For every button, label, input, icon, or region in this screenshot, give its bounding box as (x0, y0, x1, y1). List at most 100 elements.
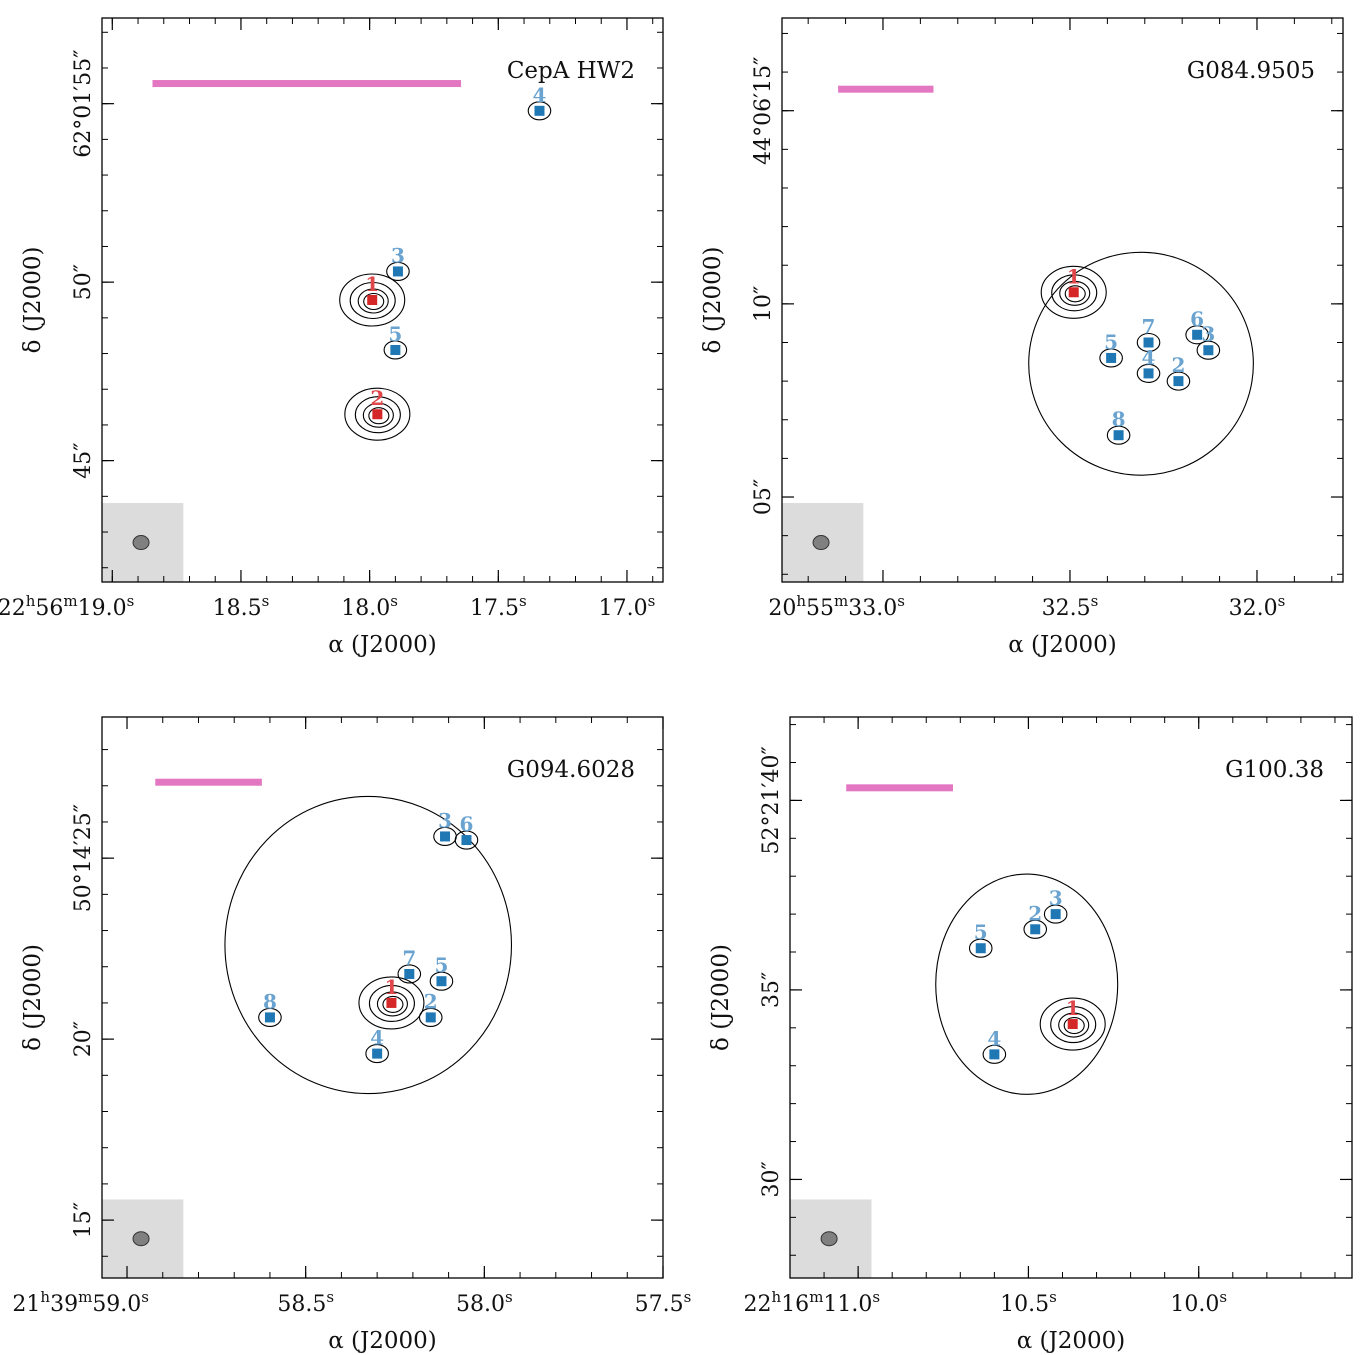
x-tick-label: 20h55m33.0s (768, 592, 905, 621)
source-label-1: 1 (384, 975, 398, 999)
source-marker-4 (1143, 368, 1154, 379)
plot-frame (789, 716, 1353, 1279)
source-marker-2 (1173, 376, 1184, 387)
y-tick-label: 10″ (751, 286, 776, 322)
y-axis-label: δ (J2000) (20, 247, 46, 354)
x-tick-label: 10.0s (1170, 1288, 1227, 1317)
contour (357, 288, 389, 314)
source-marker-4 (534, 105, 545, 116)
plot-frame (101, 716, 664, 1279)
source-label-4: 4 (987, 1026, 1001, 1050)
y-tick-label: 50″ (71, 264, 96, 300)
panel-3: 1 2 3 4 5 6 7 8 21h39m59.0s 58.5s 58.0s 57.5s 50°14′… (12, 716, 691, 1354)
source-label-3: 3 (438, 808, 452, 832)
contour (1058, 1012, 1090, 1038)
beam-ellipse (132, 535, 150, 551)
x-tick-label: 18.0s (341, 592, 398, 621)
y-tick-label: 15″ (71, 1202, 96, 1238)
source-label-5: 5 (1104, 330, 1118, 354)
contour-outer (224, 795, 513, 1095)
x-tick-label: 58.5s (277, 1288, 334, 1317)
y-tick-label: 44°06′15″ (751, 57, 776, 165)
source-label-4: 4 (1142, 345, 1156, 369)
contour (1040, 265, 1107, 319)
source-label-2: 2 (370, 386, 384, 410)
source-label-2: 2 (424, 989, 438, 1013)
contour (1043, 904, 1068, 924)
y-tick-label: 35″ (759, 972, 784, 1008)
source-marker-5 (1106, 352, 1117, 363)
contour (1196, 340, 1221, 360)
contour (1106, 425, 1131, 445)
contour (386, 261, 410, 281)
x-tick-label: 17.0s (599, 592, 656, 621)
source-marker-2 (1030, 924, 1041, 935)
contour (429, 971, 454, 991)
contour (1064, 285, 1086, 303)
x-axis-label: α (J2000) (1017, 1328, 1126, 1354)
source-marker-5 (390, 344, 401, 355)
plot-frame (101, 17, 664, 583)
y-tick-label: 45″ (71, 443, 96, 479)
x-tick-label: 32.0s (1229, 592, 1286, 621)
x-tick-label: 32.5s (1042, 592, 1099, 621)
contour (383, 340, 408, 360)
contour (1063, 1016, 1085, 1035)
contour (382, 995, 404, 1013)
source-marker-3 (1050, 909, 1061, 920)
scale-bar (152, 80, 462, 88)
contour (527, 101, 552, 121)
source-marker-6 (1192, 329, 1203, 340)
source-label-7: 7 (402, 946, 416, 970)
contour (968, 938, 993, 958)
contour (1099, 348, 1123, 368)
y-axis-label: δ (J2000) (708, 944, 734, 1051)
source-label-3: 3 (391, 243, 405, 267)
contour (397, 964, 422, 984)
source-marker-1 (367, 295, 378, 305)
source-marker-1 (386, 997, 397, 1008)
y-tick-label: 62°01′55″ (71, 50, 96, 158)
contour (362, 402, 394, 428)
source-label-3: 3 (1201, 322, 1215, 346)
y-tick-label: 52°21′40″ (759, 746, 784, 854)
source-label-5: 5 (388, 322, 402, 346)
source-marker-4 (372, 1048, 383, 1059)
contour-outer (935, 873, 1119, 1095)
contour (1136, 332, 1161, 353)
source-label-2: 2 (1028, 901, 1042, 925)
contour (1050, 1005, 1097, 1044)
source-marker-3 (1203, 345, 1214, 356)
contour (363, 292, 385, 311)
source-marker-8 (264, 1012, 275, 1023)
source-marker-2 (425, 1012, 436, 1023)
source-label-2: 2 (1171, 353, 1185, 377)
source-marker-5 (436, 976, 447, 987)
contour (258, 1007, 282, 1027)
source-marker-8 (1113, 430, 1124, 441)
scale-bar (838, 85, 934, 93)
source-label-4: 4 (533, 83, 547, 107)
x-axis-label: α (J2000) (328, 632, 437, 658)
source-label-6: 6 (460, 812, 474, 836)
y-tick-label: 50°14′25″ (71, 804, 96, 912)
contour (418, 1007, 443, 1027)
panel-1: 1 2 3 4 5 22h56m19.0s 18.5s 18.0s 17.5s 17.0s 62°0… (0, 17, 664, 658)
source-label-5: 5 (974, 920, 988, 944)
scale-bar (155, 778, 262, 786)
source-label-3: 3 (1049, 886, 1063, 910)
contour (344, 387, 411, 441)
source-label-1: 1 (1067, 264, 1081, 288)
y-tick-label: 05″ (751, 479, 776, 515)
x-tick-label: 18.5s (213, 592, 270, 621)
source-label-1: 1 (1066, 996, 1080, 1020)
contour (368, 407, 390, 425)
panel-title: G100.38 (1225, 757, 1324, 783)
source-marker-5 (975, 943, 986, 954)
source-label-4: 4 (370, 1026, 384, 1050)
panel-title: CepA HW2 (507, 58, 635, 84)
contour (376, 991, 408, 1017)
